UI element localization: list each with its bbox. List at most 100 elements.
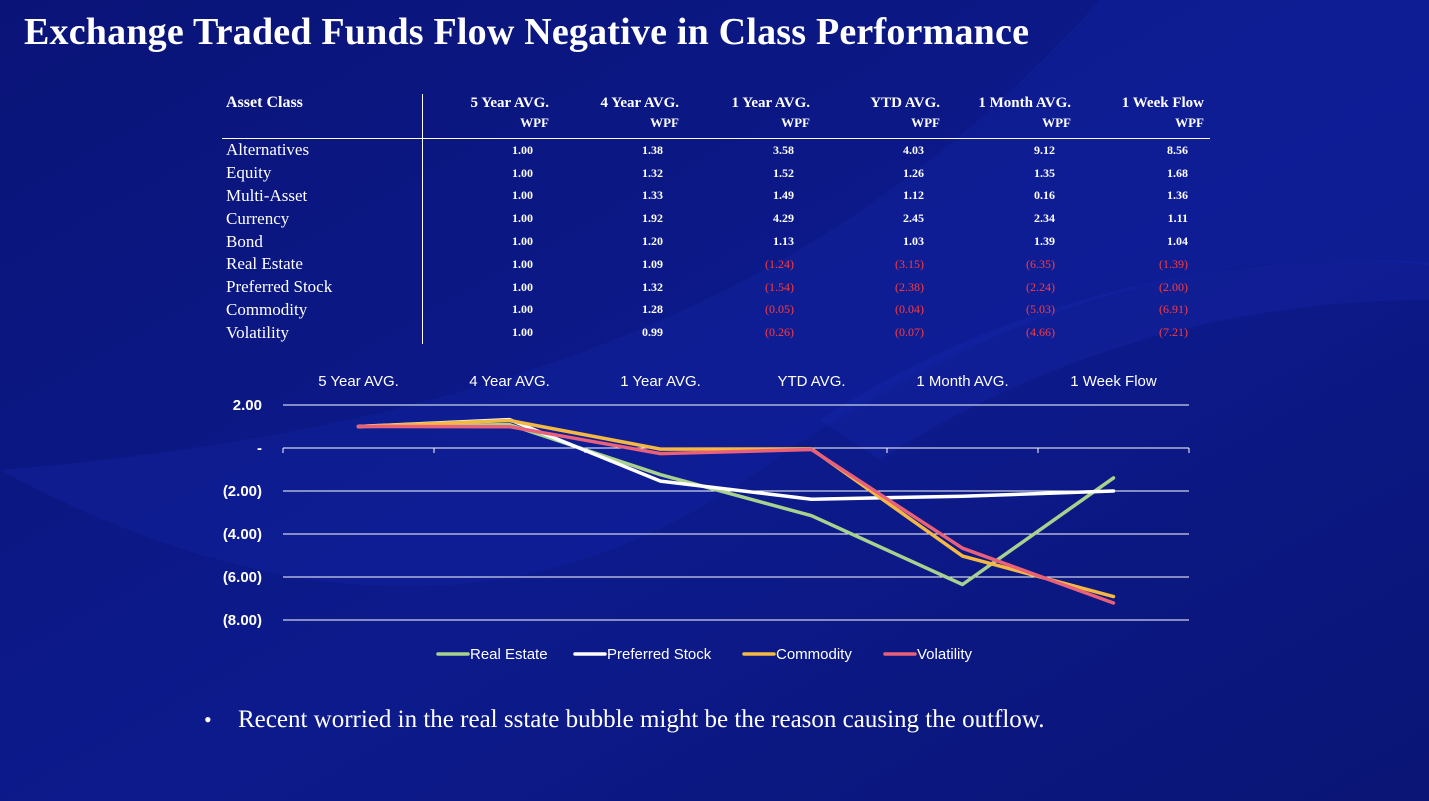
table-cell: (1.54) xyxy=(765,279,794,294)
table-cell: 0.99 xyxy=(642,325,663,340)
bullet-text: Recent worried in the real sstate bubble… xyxy=(238,706,1045,733)
table-cell: 1.04 xyxy=(1167,234,1188,249)
asset-class-name: Preferred Stock xyxy=(222,275,423,299)
slide-title: Exchange Traded Funds Flow Negative in C… xyxy=(24,11,1030,53)
y-tick-label: (8.00) xyxy=(223,612,262,629)
table-cell: 1.12 xyxy=(903,188,924,203)
legend-label: Commodity xyxy=(776,646,852,663)
series-line-preferred-stock xyxy=(356,417,1116,501)
table-cell: 1.35 xyxy=(1034,165,1055,180)
table-cell: 1.32 xyxy=(642,165,663,180)
table-body: Alternatives 1.00 1.38 3.58 4.03 9.12 8.56 Equi… xyxy=(222,138,1210,345)
table-cell: 1.03 xyxy=(903,234,924,249)
table-cell: (0.26) xyxy=(765,325,794,340)
table-cell: (2.38) xyxy=(895,279,924,294)
table-cell: 3.58 xyxy=(773,142,794,157)
table-cell: 1.00 xyxy=(512,302,533,317)
table-cell: 2.45 xyxy=(903,211,924,226)
table-cell: (0.05) xyxy=(765,302,794,317)
column-header: 1 Month AVG. WPF xyxy=(946,94,1077,139)
table-cell: (2.00) xyxy=(1159,279,1188,294)
table-cell: 1.68 xyxy=(1167,165,1188,180)
asset-class-name: Alternatives xyxy=(222,138,423,162)
table-cell: 1.32 xyxy=(642,279,663,294)
table-cell: (1.39) xyxy=(1159,256,1188,271)
table-cell: (1.24) xyxy=(765,256,794,271)
table-cell: 4.03 xyxy=(903,142,924,157)
asset-class-name: Multi-Asset xyxy=(222,184,423,208)
asset-class-name: Equity xyxy=(222,161,423,185)
series-line-volatility xyxy=(356,424,1116,605)
column-header: 4 Year AVG. WPF xyxy=(555,94,685,139)
column-header: 5 Year AVG. WPF xyxy=(422,94,555,139)
table-cell: 1.33 xyxy=(642,188,663,203)
table-row: Bond 1.00 1.20 1.13 1.03 1.39 1.04 xyxy=(222,230,1210,253)
column-header: YTD AVG. WPF xyxy=(816,94,946,139)
asset-class-header: Asset Class xyxy=(222,94,423,139)
table-row: Multi-Asset 1.00 1.33 1.49 1.12 0.16 1.36 xyxy=(222,184,1210,208)
x-category-label: 1 Month AVG. xyxy=(916,373,1008,390)
table-cell: 1.28 xyxy=(642,302,663,317)
table-cell: (7.21) xyxy=(1159,325,1188,340)
series-line-commodity xyxy=(356,418,1116,599)
table-cell: 1.92 xyxy=(642,211,663,226)
x-category-label: 5 Year AVG. xyxy=(318,373,399,390)
table-cell: 1.00 xyxy=(512,142,533,157)
table-cell: 1.13 xyxy=(773,234,794,249)
table-cell: 1.39 xyxy=(1034,234,1055,249)
table-row: Real Estate 1.00 1.09 (1.24) (3.15) (6.35) (1.… xyxy=(222,252,1210,276)
table-cell: 9.12 xyxy=(1034,142,1055,157)
y-tick-label: (6.00) xyxy=(223,569,262,586)
table-row: Equity 1.00 1.32 1.52 1.26 1.35 1.68 xyxy=(222,161,1210,185)
x-category-label: 1 Week Flow xyxy=(1070,373,1157,390)
table-cell: 1.00 xyxy=(512,279,533,294)
asset-class-name: Commodity xyxy=(222,298,423,322)
column-header: 1 Week Flow WPF xyxy=(1077,94,1210,139)
asset-class-name: Currency xyxy=(222,207,423,231)
etf-flow-table: Asset Class 5 Year AVG. WPF 4 Year AVG. WP… xyxy=(222,94,1210,345)
legend-label: Real Estate xyxy=(470,646,548,663)
table-cell: 1.52 xyxy=(773,165,794,180)
table-header-row: Asset Class 5 Year AVG. WPF 4 Year AVG. WP… xyxy=(222,94,1210,139)
bullet-icon: • xyxy=(204,707,212,732)
x-category-label: 1 Year AVG. xyxy=(620,373,701,390)
table-cell: (0.04) xyxy=(895,302,924,317)
table-cell: 1.00 xyxy=(512,211,533,226)
table-cell: 1.00 xyxy=(512,325,533,340)
table-cell: 1.49 xyxy=(773,188,794,203)
table-cell: 8.56 xyxy=(1167,142,1188,157)
asset-class-name: Real Estate xyxy=(222,252,423,276)
table-cell: (6.91) xyxy=(1159,302,1188,317)
y-tick-label: 2.00 xyxy=(233,397,262,414)
table-cell: 1.00 xyxy=(512,188,533,203)
table-cell: 4.29 xyxy=(773,211,794,226)
bullet-point: • Recent worried in the real sstate bubb… xyxy=(204,706,1044,734)
table-cell: 1.11 xyxy=(1167,211,1188,226)
table-cell: (6.35) xyxy=(1026,256,1055,271)
y-tick-label: (4.00) xyxy=(223,526,262,543)
table-cell: (3.15) xyxy=(895,256,924,271)
column-header: 1 Year AVG. WPF xyxy=(685,94,816,139)
table-cell: 1.09 xyxy=(642,256,663,271)
table-cell: 0.16 xyxy=(1034,188,1055,203)
y-tick-label: - xyxy=(257,440,262,457)
table-cell: 1.00 xyxy=(512,165,533,180)
table-row: Volatility 1.00 0.99 (0.26) (0.07) (4.66) (7.2… xyxy=(222,321,1210,345)
table-cell: (5.03) xyxy=(1026,302,1055,317)
table-row: Commodity 1.00 1.28 (0.05) (0.04) (5.03) (6.91… xyxy=(222,298,1210,322)
table-cell: 1.38 xyxy=(642,142,663,157)
asset-class-name: Bond xyxy=(222,230,423,253)
table-cell: 1.00 xyxy=(512,256,533,271)
table-cell: 1.20 xyxy=(642,234,663,249)
table-row: Alternatives 1.00 1.38 3.58 4.03 9.12 8.56 xyxy=(222,138,1210,162)
table-cell: (4.66) xyxy=(1026,325,1055,340)
asset-class-name: Volatility xyxy=(222,321,423,345)
table-row: Currency 1.00 1.92 4.29 2.45 2.34 1.11 xyxy=(222,207,1210,231)
table-cell: 1.00 xyxy=(512,234,533,249)
table-cell: 2.34 xyxy=(1034,211,1055,226)
table-cell: 1.26 xyxy=(903,165,924,180)
table-cell: (2.24) xyxy=(1026,279,1055,294)
table-cell: (0.07) xyxy=(895,325,924,340)
table-cell: 1.36 xyxy=(1167,188,1188,203)
